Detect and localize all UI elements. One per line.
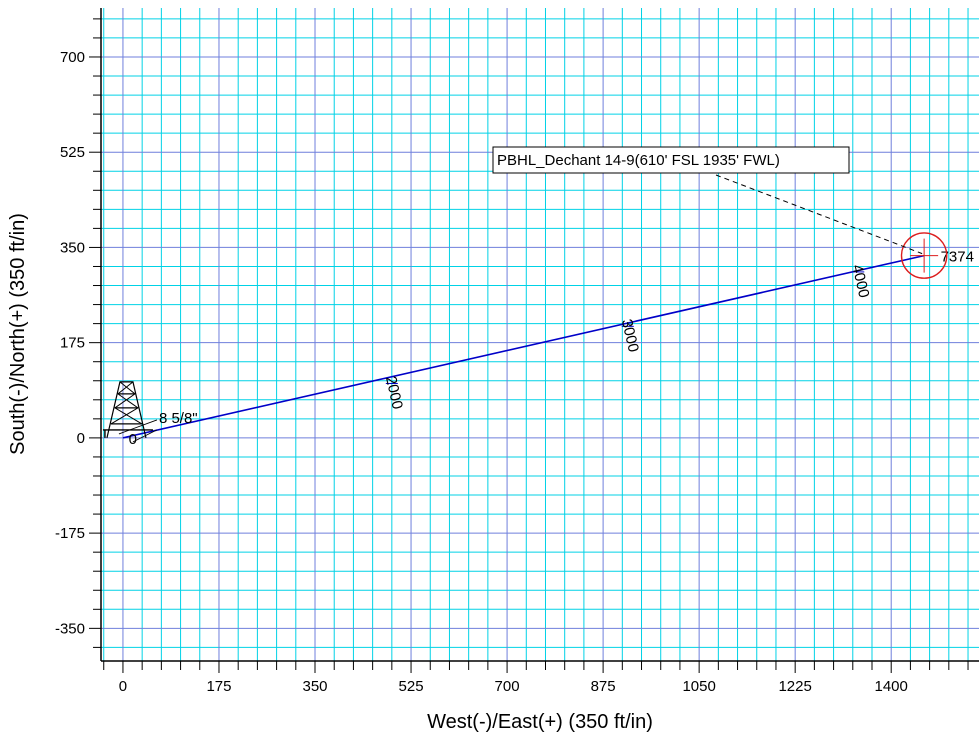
plot-background <box>101 8 979 661</box>
y-tick-label: -175 <box>55 525 85 542</box>
x-tick-label: 525 <box>399 678 424 695</box>
target-leader-line <box>715 174 923 255</box>
series-layer <box>122 254 925 439</box>
grid-minor <box>101 8 979 661</box>
casing-marker <box>132 429 158 443</box>
y-tick-label: 175 <box>60 335 85 352</box>
y-tick-label: -350 <box>55 620 85 637</box>
md-label: 4000 <box>848 263 872 299</box>
x-tick-label: 875 <box>591 678 616 695</box>
ticks <box>89 18 969 673</box>
x-tick-label: 350 <box>302 678 327 695</box>
target-circle <box>900 232 948 279</box>
casing-marker <box>118 419 158 435</box>
x-tick-label: 1225 <box>778 678 811 695</box>
x-tick-label: 0 <box>119 678 127 695</box>
x-tick-label: 700 <box>495 678 520 695</box>
y-tick-label: 350 <box>60 239 85 256</box>
x-tick-label: 175 <box>206 678 231 695</box>
x-axis-title: West(-)/East(+) (350 ft/in) <box>427 711 653 733</box>
md-label: 7374 <box>941 249 974 266</box>
y-axis-title: South(-)/North(+) (350 ft/in) <box>7 213 29 455</box>
x-tick-label: 1400 <box>875 678 908 695</box>
md-label: 2000 <box>382 375 406 411</box>
target-label-box <box>492 146 850 174</box>
y-tick-label: 525 <box>60 144 85 161</box>
well-path-line <box>122 254 925 439</box>
x-tick-labels: 0 175 350 525 700 875 1050 1225 1400 <box>119 678 908 695</box>
md-labels: 0 2000 3000 4000 7374 <box>129 249 974 448</box>
y-tick-labels: 700 525 350 175 0 -175 -350 <box>55 49 85 637</box>
md-label: 0 <box>129 431 137 448</box>
drilling-rig-icon: 8 5/8" <box>102 381 198 443</box>
target-group: PBHL_Dechant 14-9(610' FSL 1935' FWL) <box>492 146 948 279</box>
md-label: 3000 <box>618 317 642 353</box>
rig-frame <box>106 381 147 439</box>
grid-major <box>101 8 979 661</box>
y-tick-label: 700 <box>60 49 85 66</box>
rig-rungs <box>110 393 142 425</box>
casing-label: 8 5/8" <box>159 410 198 427</box>
rig-braces <box>110 381 143 425</box>
x-tick-label: 1050 <box>682 678 715 695</box>
y-tick-label: 0 <box>77 430 85 447</box>
target-label: PBHL_Dechant 14-9(610' FSL 1935' FWL) <box>497 152 780 169</box>
